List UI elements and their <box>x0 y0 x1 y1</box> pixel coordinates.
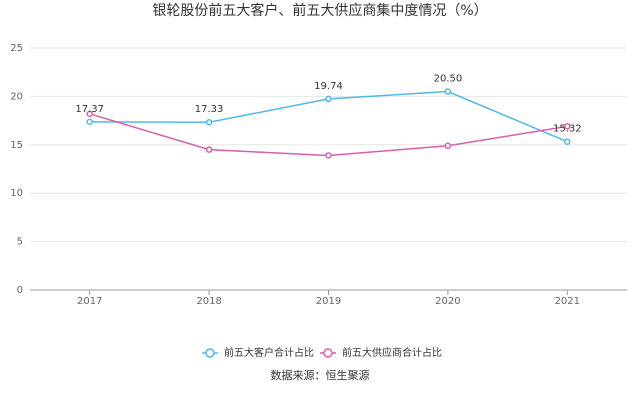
legend-marker-2[interactable] <box>323 348 333 358</box>
axis-layer: 0 5 10 15 20 25 2017 2018 2019 2020 2021 <box>10 43 627 307</box>
y-tick-label: 15 <box>10 140 23 151</box>
series-2-point[interactable] <box>564 123 571 130</box>
chart-title: 银轮股份前五大客户、前五大供应商集中度情况（%） <box>152 2 487 19</box>
series-1-point[interactable] <box>86 118 93 126</box>
y-tick-label: 10 <box>10 188 23 199</box>
series-1-point[interactable] <box>564 138 571 145</box>
legend-label-2[interactable]: 前五大供应商合计占比 <box>342 346 442 359</box>
y-tick-label: 5 <box>17 237 23 248</box>
data-label: 17.37 <box>75 104 104 115</box>
x-tick-label: 2020 <box>435 296 460 307</box>
series-1-point[interactable] <box>205 118 213 126</box>
y-tick-label: 0 <box>17 285 23 296</box>
y-tick-label: 25 <box>10 43 23 54</box>
data-label: 15.32 <box>553 124 582 135</box>
series-2-point[interactable] <box>444 142 452 150</box>
data-label: 19.74 <box>314 81 343 92</box>
y-tick-label: 20 <box>10 91 23 102</box>
series-2-point[interactable] <box>86 110 93 118</box>
series-1-point[interactable] <box>444 88 452 95</box>
series-layer <box>86 88 571 159</box>
data-label-layer: 17.37 17.33 19.74 20.50 15.32 <box>75 74 581 135</box>
series-2-point[interactable] <box>325 152 332 159</box>
data-label: 17.33 <box>195 104 224 115</box>
x-tick-label: 2017 <box>77 296 102 307</box>
series-1-point[interactable] <box>325 95 332 103</box>
source-text: 数据来源：恒生聚源 <box>271 368 370 382</box>
series-2-point[interactable] <box>205 146 213 153</box>
legend: 前五大客户合计占比 前五大供应商合计占比 <box>202 346 442 359</box>
x-tick-label: 2018 <box>196 296 221 307</box>
data-label: 20.50 <box>434 74 463 85</box>
legend-label-1[interactable]: 前五大客户合计占比 <box>224 346 314 359</box>
grid-layer <box>30 47 627 243</box>
x-tick-label: 2019 <box>316 296 341 307</box>
x-tick-label: 2021 <box>555 296 580 307</box>
series-line-2 <box>89 113 568 157</box>
legend-marker-1[interactable] <box>205 348 215 358</box>
